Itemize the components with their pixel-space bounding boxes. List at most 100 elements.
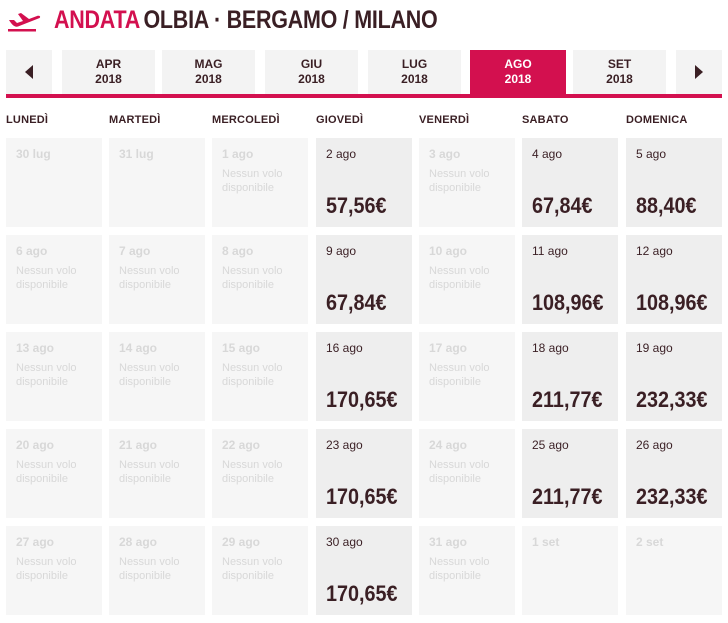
no-flight-message: Nessun volo disponibile: [119, 362, 180, 388]
day-price: 170,65€: [326, 484, 398, 509]
month-tab-year: 2018: [401, 72, 428, 86]
month-tab-year: 2018: [606, 72, 633, 86]
prev-month-button[interactable]: [6, 50, 52, 94]
day-date: 2 set: [636, 535, 664, 549]
no-flight-message: Nessun volo disponibile: [16, 556, 77, 582]
month-tab-name: APR: [95, 57, 122, 71]
no-flight-message: Nessun volo disponibile: [119, 459, 180, 485]
day-price: 211,77€: [532, 484, 603, 509]
calendar-day-unavailable: 22 ago Nessun volo disponibile: [212, 429, 308, 518]
day-date: 28 ago: [119, 535, 158, 549]
plane-takeoff-icon: [8, 13, 41, 32]
day-date: 13 ago: [16, 341, 55, 355]
no-flight-message: Nessun volo disponibile: [429, 459, 490, 485]
calendar-day-available[interactable]: 9 ago 67,84€: [316, 235, 412, 324]
calendar-day-unavailable: 1 set: [522, 526, 618, 615]
day-date: 20 ago: [16, 438, 55, 452]
day-price: 232,33€: [636, 484, 708, 509]
day-date: 30 lug: [16, 147, 51, 161]
day-date: 1 ago: [222, 147, 254, 161]
calendar-day-available[interactable]: 12 ago 108,96€: [626, 235, 722, 324]
day-date: 6 ago: [16, 244, 48, 258]
day-date: 25 ago: [532, 438, 569, 452]
calendar-day-unavailable: 27 ago Nessun volo disponibile: [6, 526, 102, 615]
weekday-label: VENERDÌ: [419, 114, 470, 126]
no-flight-message: Nessun volo disponibile: [222, 168, 283, 194]
day-price: 170,65€: [326, 581, 398, 606]
calendar-day-unavailable: 13 ago Nessun volo disponibile: [6, 332, 102, 421]
calendar-day-unavailable: 24 ago Nessun volo disponibile: [419, 429, 515, 518]
month-tab-giu[interactable]: GIU 2018: [265, 50, 358, 94]
day-price: 88,40€: [636, 193, 697, 218]
calendar-day-available[interactable]: 5 ago 88,40€: [626, 138, 722, 227]
calendar-day-available[interactable]: 18 ago 211,77€: [522, 332, 618, 421]
calendar-day-available[interactable]: 19 ago 232,33€: [626, 332, 722, 421]
day-date: 31 ago: [429, 535, 468, 549]
weekday-label: MERCOLEDÌ: [212, 114, 280, 126]
calendar-day-available[interactable]: 30 ago 170,65€: [316, 526, 412, 615]
day-date: 3 ago: [429, 147, 461, 161]
day-price: 108,96€: [532, 290, 604, 315]
calendar-day-available[interactable]: 2 ago 57,56€: [316, 138, 412, 227]
day-price: 232,33€: [636, 387, 708, 412]
month-tab-name: LUG: [401, 57, 428, 71]
month-tab-name: AGO: [504, 57, 532, 71]
day-date: 11 ago: [532, 244, 568, 258]
calendar-day-available[interactable]: 4 ago 67,84€: [522, 138, 618, 227]
chevron-right-icon: [695, 65, 703, 79]
calendar-day-unavailable: 6 ago Nessun volo disponibile: [6, 235, 102, 324]
calendar-day-unavailable: 28 ago Nessun volo disponibile: [109, 526, 205, 615]
calendar-day-available[interactable]: 26 ago 232,33€: [626, 429, 722, 518]
month-tab-year: 2018: [95, 72, 122, 86]
weekday-header: LUNEDÌ MARTEDÌ MERCOLEDÌ GIOVEDÌ VENERDÌ SABA…: [6, 114, 722, 128]
calendar-day-unavailable: 7 ago Nessun volo disponibile: [109, 235, 205, 324]
route-label: OLBIA · BERGAMO / MILANO: [143, 5, 438, 34]
month-tab-mag[interactable]: MAG 2018: [162, 50, 255, 94]
calendar-day-available[interactable]: 11 ago 108,96€: [522, 235, 618, 324]
month-tab-name: MAG: [194, 57, 223, 71]
calendar-day-unavailable: 1 ago Nessun volo disponibile: [212, 138, 308, 227]
calendar-day-available[interactable]: 25 ago 211,77€: [522, 429, 618, 518]
weekday-label: GIOVEDÌ: [316, 114, 364, 126]
no-flight-message: Nessun volo disponibile: [16, 265, 77, 291]
day-price: 57,56€: [326, 193, 387, 218]
page-title: ANDATA OLBIA · BERGAMO / MILANO: [54, 5, 438, 35]
day-date: 29 ago: [222, 535, 261, 549]
calendar-day-unavailable: 14 ago Nessun volo disponibile: [109, 332, 205, 421]
weekday-label: SABATO: [522, 114, 569, 126]
weekday-label: MARTEDÌ: [109, 114, 161, 126]
month-tab-ago[interactable]: AGO 2018: [470, 50, 566, 94]
calendar-day-unavailable: 29 ago Nessun volo disponibile: [212, 526, 308, 615]
month-tab-set[interactable]: SET 2018: [573, 50, 666, 94]
chevron-left-icon: [25, 65, 33, 79]
day-price: 67,84€: [326, 290, 387, 315]
day-date: 21 ago: [119, 438, 158, 452]
no-flight-message: Nessun volo disponibile: [119, 556, 180, 582]
day-price: 211,77€: [532, 387, 603, 412]
day-price: 108,96€: [636, 290, 708, 315]
day-date: 5 ago: [636, 147, 667, 161]
next-month-button[interactable]: [676, 50, 722, 94]
calendar-day-unavailable: 15 ago Nessun volo disponibile: [212, 332, 308, 421]
day-date: 9 ago: [326, 244, 357, 258]
day-date: 19 ago: [636, 341, 673, 355]
no-flight-message: Nessun volo disponibile: [119, 265, 180, 291]
day-date: 8 ago: [222, 244, 254, 258]
calendar-day-unavailable: 8 ago Nessun volo disponibile: [212, 235, 308, 324]
calendar-day-unavailable: 10 ago Nessun volo disponibile: [419, 235, 515, 324]
no-flight-message: Nessun volo disponibile: [222, 459, 283, 485]
calendar-day-unavailable: 3 ago Nessun volo disponibile: [419, 138, 515, 227]
weekday-label: DOMENICA: [626, 114, 688, 126]
calendar-day-available[interactable]: 16 ago 170,65€: [316, 332, 412, 421]
day-date: 15 ago: [222, 341, 261, 355]
month-tab-apr[interactable]: APR 2018: [62, 50, 155, 94]
day-price: 67,84€: [532, 193, 593, 218]
calendar-day-available[interactable]: 23 ago 170,65€: [316, 429, 412, 518]
day-date: 18 ago: [532, 341, 569, 355]
day-date: 17 ago: [429, 341, 468, 355]
day-date: 23 ago: [326, 438, 363, 452]
month-tab-year: 2018: [298, 72, 325, 86]
month-tab-lug[interactable]: LUG 2018: [368, 50, 461, 94]
month-selector: APR 2018 MAG 2018 GIU 2018 LUG 2018 AGO 2018 SET 20…: [6, 50, 722, 98]
no-flight-message: Nessun volo disponibile: [222, 362, 283, 388]
